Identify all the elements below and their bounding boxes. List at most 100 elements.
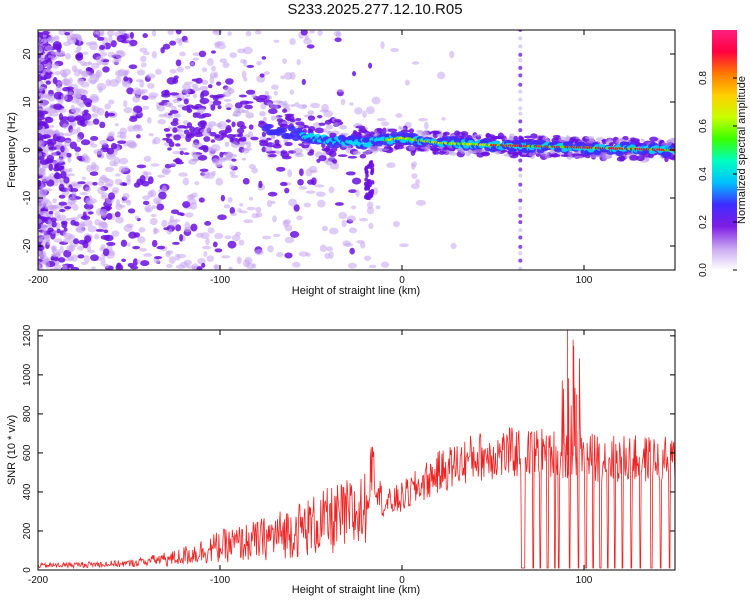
spectrogram-blob <box>105 206 111 212</box>
spectrogram-blob <box>523 135 532 139</box>
spectrogram-blob <box>73 238 79 245</box>
spectrogram-blob <box>347 155 358 159</box>
spectrogram-blob <box>59 208 66 213</box>
spectrogram-blob <box>79 221 85 227</box>
spectrogram-blob <box>266 102 273 106</box>
spectrogram-blob <box>153 197 162 205</box>
spectrogram-blob <box>214 264 221 270</box>
spectrogram-blob <box>557 136 567 143</box>
spectrogram-blob <box>191 153 201 158</box>
spectrogram-blob <box>143 155 152 162</box>
spectrogram-blob <box>58 257 66 263</box>
snr-y-tick-label: 800 <box>22 405 33 422</box>
spectrogram-blob <box>298 168 304 177</box>
spectrogram-blob <box>232 110 242 117</box>
spectrogram-blob <box>183 129 190 135</box>
spectrogram-blob <box>60 116 69 121</box>
spectrogram-blob <box>45 80 51 85</box>
spectrogram-blob <box>172 77 179 84</box>
spectrogram-blob <box>560 154 569 158</box>
spectrogram-blob <box>53 238 63 243</box>
spectrogram-blob <box>616 156 625 162</box>
spectrogram-blob <box>46 64 52 73</box>
spectrogram-blob <box>390 131 399 138</box>
spectrogram-blob <box>182 201 191 208</box>
spectrogram-blob <box>341 219 347 228</box>
spectrogram-blob <box>214 232 224 240</box>
spectrogram-blob <box>132 95 141 103</box>
spectrogram-blob <box>89 73 96 78</box>
spectrogram-blob <box>268 108 278 115</box>
spectrogram-blob <box>518 158 523 163</box>
spectrogram-blob <box>241 70 247 79</box>
spectrogram-blob <box>528 152 536 157</box>
spectrogram-blob <box>175 143 181 147</box>
spectrogram-blob <box>301 78 306 86</box>
spectrogram-blob <box>38 156 45 161</box>
spectrogram-blob <box>131 90 142 95</box>
spectrogram-blob <box>182 83 192 91</box>
spectrogram-blob <box>272 215 277 223</box>
spectrogram-blob <box>81 176 87 180</box>
spectrogram-blob <box>381 148 390 152</box>
spectrogram-blob <box>178 172 188 177</box>
spectrogram-blob <box>158 188 168 193</box>
spectrogram-blob <box>284 187 290 194</box>
spectrogram-blob <box>297 104 308 110</box>
spectrogram-blob <box>518 135 523 140</box>
spectrogram-blob <box>649 136 659 142</box>
spectrogram-blob <box>122 182 127 187</box>
spectrogram-blob <box>200 128 210 134</box>
spectrogram-blob <box>153 227 158 235</box>
spectrogram-blob <box>173 113 181 118</box>
spectrogram-blob <box>411 161 418 167</box>
spectrogram-blob <box>129 31 135 39</box>
spectrogram-blob <box>273 39 280 43</box>
spectrogram-blob <box>161 167 171 176</box>
spectrogram-blob <box>199 97 210 105</box>
spectrogram-blob <box>408 128 415 134</box>
spectrogram-blob <box>195 77 203 84</box>
spectrogram-blob <box>191 267 197 270</box>
spectrogram-blob <box>449 50 455 59</box>
spectrogram-blob <box>518 143 523 148</box>
spectrogram-blob <box>103 183 114 188</box>
spectrogram-blob <box>192 112 201 116</box>
spectrogram-blob <box>38 264 41 270</box>
spectrogram-blob <box>76 45 82 51</box>
spectrogram-blob <box>317 30 323 36</box>
spectrogram-y-tick-label: -10 <box>22 190 33 205</box>
spectrogram-blob <box>63 132 73 137</box>
spectrogram-blob <box>41 234 51 239</box>
spectrogram-blob <box>161 219 168 228</box>
spectrogram-blob <box>284 236 295 244</box>
spectrogram-blob <box>283 100 288 106</box>
spectrogram-blob <box>49 138 57 146</box>
spectrogram-blob <box>179 233 184 242</box>
spectrogram-blob <box>194 181 200 186</box>
spectrogram-blob <box>102 66 110 73</box>
spectrogram-blob <box>222 62 230 68</box>
spectrogram-blob <box>116 262 122 269</box>
spectrogram-blob <box>54 264 62 270</box>
spectrogram-blob <box>104 103 111 110</box>
spectrogram-blob <box>275 252 284 258</box>
spectrogram-blob <box>368 190 373 195</box>
spectrogram-blob <box>246 141 252 148</box>
spectrogram-blob <box>133 124 142 128</box>
spectrogram-blob <box>170 120 179 126</box>
spectrogram-blob <box>289 89 295 95</box>
spectrogram-blob <box>349 102 354 106</box>
spectrogram-blob <box>211 158 219 165</box>
spectrogram-blob <box>226 133 236 139</box>
spectrogram-blob <box>55 84 62 93</box>
spectrogram-blob <box>213 95 223 99</box>
spectrogram-blob <box>70 98 80 104</box>
spectrogram-blob <box>71 191 77 199</box>
spectrogram-blob <box>139 47 148 53</box>
chart-title: S233.2025.277.12.10.R05 <box>287 1 463 18</box>
spectrogram-blob <box>321 225 329 232</box>
spectrogram-blob <box>104 166 115 173</box>
spectrogram-blob <box>518 206 523 211</box>
spectrogram-blob <box>38 63 44 72</box>
